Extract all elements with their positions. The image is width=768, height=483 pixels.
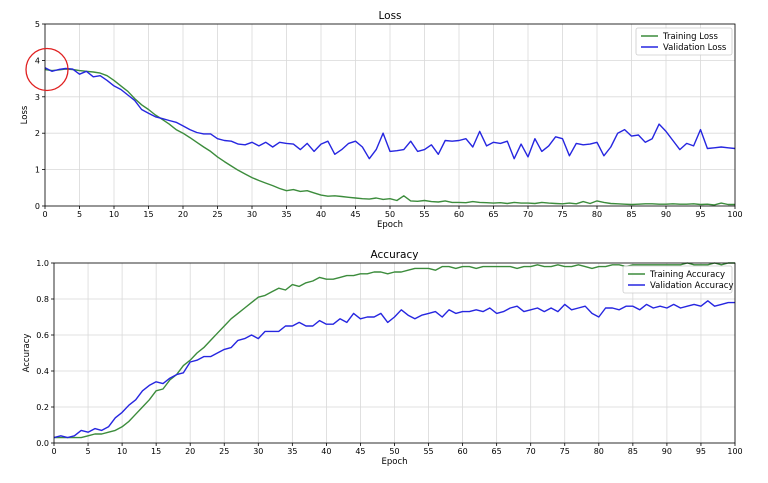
y-tick-label: 1	[35, 166, 40, 175]
x-tick-label: 20	[178, 210, 188, 219]
x-tick-label: 15	[143, 210, 153, 219]
x-tick-label: 15	[151, 447, 161, 456]
x-tick-label: 65	[492, 447, 502, 456]
y-tick-label: 0.4	[36, 367, 49, 376]
y-axis-label: Loss	[20, 105, 30, 124]
loss-chart: 0 5 10 15 20 25 30 35 40 45 50 55 60 65 70 75 80 85 90 95 10…	[20, 10, 743, 230]
x-tick-label: 35	[281, 210, 291, 219]
x-axis-label: Epoch	[381, 457, 407, 467]
x-tick-label: 0	[51, 447, 56, 456]
y-tick-label: 2	[35, 129, 40, 138]
x-tick-label: 40	[316, 210, 326, 219]
x-tick-label: 100	[727, 447, 742, 456]
x-tick-label: 30	[253, 447, 263, 456]
x-tick-label: 10	[117, 447, 127, 456]
x-tick-label: 80	[592, 210, 602, 219]
x-tick-label: 20	[185, 447, 195, 456]
x-tick-label: 60	[458, 447, 468, 456]
x-tick-label: 100	[727, 210, 742, 219]
x-tick-label: 65	[488, 210, 498, 219]
y-axis-label: Accuracy	[22, 334, 32, 373]
y-tick-label: 5	[35, 20, 40, 29]
x-tick-label: 40	[321, 447, 331, 456]
legend-box	[622, 265, 733, 294]
x-tick-label: 50	[389, 447, 399, 456]
x-tick-label: 45	[350, 210, 360, 219]
legend-label: Validation Loss	[663, 43, 727, 53]
x-tick-label: 25	[219, 447, 229, 456]
y-tick-label: 3	[35, 93, 40, 102]
accuracy-chart: 0 5 10 15 20 25 30 35 40 45 50 55 60 65 70 75 80 85 90 95 10…	[22, 249, 743, 467]
x-tick-label: 35	[287, 447, 297, 456]
validation-loss-line	[44, 67, 736, 160]
x-tick-label: 0	[42, 210, 47, 219]
y-tick-label: 0.6	[36, 331, 49, 340]
x-tick-label: 30	[247, 210, 257, 219]
highlight-circle	[25, 47, 69, 92]
y-tick-label: 0	[35, 202, 40, 211]
x-tick-label: 10	[109, 210, 119, 219]
x-tick-label: 5	[77, 210, 82, 219]
legend-label: Training Loss	[662, 32, 718, 42]
y-tick-label: 4	[35, 56, 40, 65]
x-tick-label: 90	[662, 447, 672, 456]
legend-label: Validation Accuracy	[650, 281, 733, 291]
y-tick-label: 1.0	[36, 259, 49, 268]
chart-title: Accuracy	[371, 249, 419, 261]
x-tick-label: 95	[695, 210, 705, 219]
x-tick-label: 75	[560, 447, 570, 456]
x-tick-label: 95	[696, 447, 706, 456]
x-tick-label: 80	[594, 447, 604, 456]
x-tick-label: 70	[523, 210, 533, 219]
x-tick-label: 55	[423, 447, 433, 456]
x-tick-label: 70	[526, 447, 536, 456]
x-tick-label: 85	[628, 447, 638, 456]
y-tick-label: 0.2	[36, 403, 49, 412]
x-tick-label: 75	[557, 210, 567, 219]
x-axis-label: Epoch	[377, 220, 403, 230]
x-tick-label: 5	[86, 447, 91, 456]
x-tick-label: 55	[419, 210, 429, 219]
x-tick-label: 85	[626, 210, 636, 219]
x-tick-label: 90	[661, 210, 671, 219]
x-tick-label: 45	[355, 447, 365, 456]
y-tick-label: 0.8	[36, 295, 49, 304]
x-tick-label: 50	[385, 210, 395, 219]
x-tick-label: 25	[212, 210, 222, 219]
y-tick-label: 0.0	[36, 439, 49, 448]
legend-box	[635, 27, 733, 56]
training-accuracy-line	[54, 262, 735, 439]
validation-accuracy-line	[53, 300, 735, 439]
legend-label: Training Accuracy	[649, 270, 725, 280]
x-tick-label: 60	[454, 210, 464, 219]
chart-title: Loss	[378, 10, 401, 22]
